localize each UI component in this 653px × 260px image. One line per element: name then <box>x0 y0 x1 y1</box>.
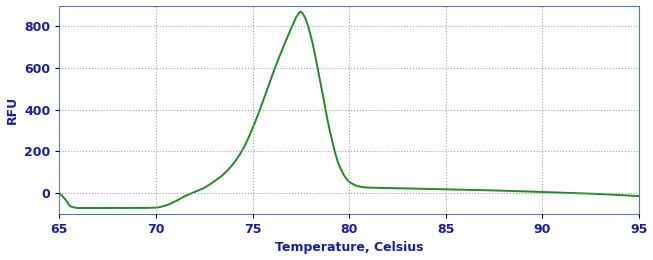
Y-axis label: RFU: RFU <box>6 96 18 124</box>
X-axis label: Temperature, Celsius: Temperature, Celsius <box>275 242 423 255</box>
